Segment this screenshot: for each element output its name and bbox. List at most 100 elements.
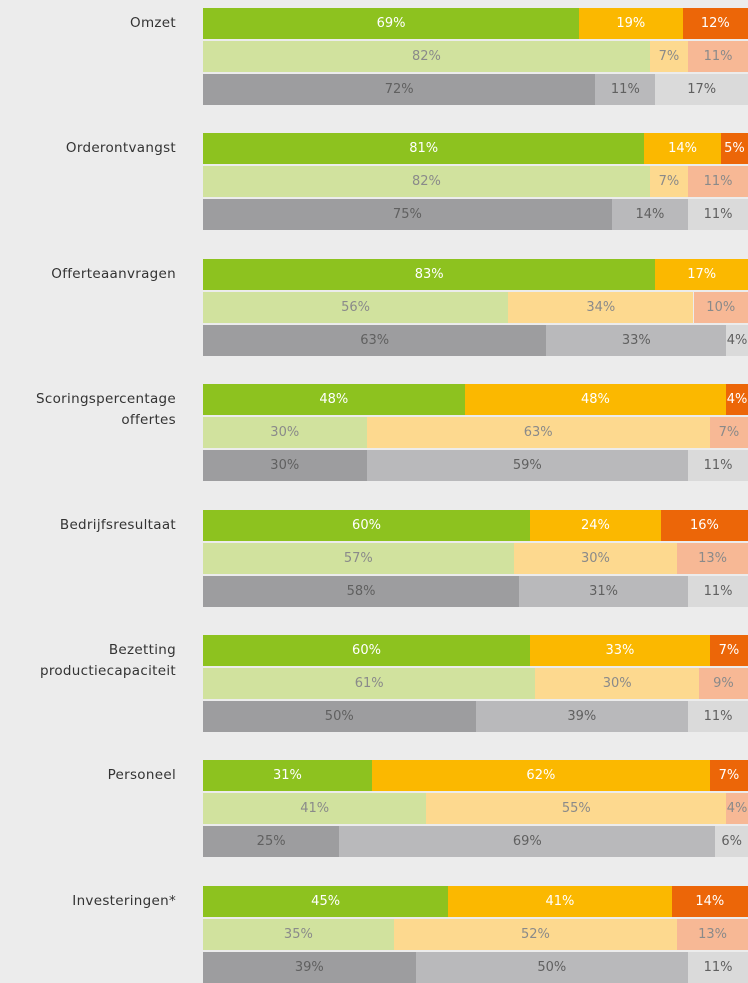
bar-segment: 83% (203, 258, 656, 290)
bar-segment: 57% (203, 542, 514, 574)
value-label: 12% (700, 16, 730, 31)
bar-segment: 30% (203, 450, 367, 482)
bar-segment: 31% (519, 575, 689, 607)
value-label: 82% (411, 174, 441, 190)
value-label: 63% (523, 425, 553, 441)
value-label: 5% (724, 141, 745, 157)
bar-segment: 4% (726, 384, 748, 416)
value-label: 24% (580, 517, 610, 533)
value-label: 11% (703, 709, 733, 724)
value-label: 50% (537, 959, 567, 975)
bar-segment: 60% (203, 509, 530, 541)
value-label: 14% (695, 893, 725, 909)
value-label: 7% (718, 425, 740, 441)
bar-segment: 7% (709, 635, 748, 666)
bar-segment: 4% (726, 793, 748, 825)
value-label: 55% (561, 801, 591, 817)
value-label: 14% (668, 141, 698, 157)
value-label: 11% (703, 959, 733, 975)
bar-segment: 24% (530, 509, 661, 541)
bar-segment: 30% (535, 668, 699, 699)
value-label: 48% (580, 392, 610, 408)
value-label: 7% (718, 643, 740, 658)
bar-segment: 11% (688, 951, 748, 983)
bar-segment: 6% (715, 826, 748, 858)
bar-segment: 11% (688, 41, 748, 72)
bar-segment: 17% (655, 74, 748, 105)
bar-segment: 7% (649, 166, 689, 198)
bar-segment: 5% (720, 133, 748, 165)
bar-segment: 72% (203, 74, 596, 105)
bar-segment: 45% (203, 885, 449, 917)
bar-segment: 11% (688, 450, 748, 482)
value-label: 69% (376, 16, 406, 31)
value-label: 4% (726, 801, 748, 817)
value-label: 48% (319, 392, 349, 408)
bar-segment: 19% (579, 8, 683, 39)
value-label: 10% (706, 299, 736, 315)
bar-segment: 10% (693, 291, 748, 323)
value-label: 13% (698, 550, 728, 566)
bar-segment: 16% (660, 509, 748, 541)
value-label: 31% (589, 583, 619, 599)
bar-segment: 52% (393, 918, 678, 950)
value-label: 41% (545, 893, 575, 909)
value-label: 60% (352, 517, 381, 533)
value-label: 16% (689, 517, 719, 533)
value-label: 11% (610, 82, 640, 97)
bar-segment: 14% (671, 885, 748, 917)
value-label: 52% (520, 926, 550, 942)
value-label: 7% (658, 174, 680, 190)
bar-segment: 14% (611, 199, 689, 231)
bar-segment: 30% (203, 417, 367, 449)
bar-segment: 25% (203, 826, 340, 858)
value-label: 33% (605, 643, 635, 658)
bar-segment: 56% (203, 291, 509, 323)
value-label: 60% (352, 643, 381, 658)
bar-segment: 13% (677, 918, 748, 950)
bar-segment: 30% (513, 542, 678, 574)
value-label: 30% (270, 425, 300, 441)
bar-segment: 14% (644, 133, 721, 165)
value-label: 45% (311, 893, 341, 909)
value-label: 63% (360, 332, 390, 348)
value-label: 82% (411, 49, 441, 64)
value-label: 17% (687, 266, 717, 282)
bar-segment: 82% (203, 166, 650, 198)
bar-segment: 63% (366, 417, 710, 449)
bar-segment: 61% (203, 668, 536, 699)
bar-segment: 41% (448, 885, 672, 917)
bar-segment: 17% (655, 258, 748, 290)
category-label: Offerteaanvragen (51, 265, 176, 282)
value-label: 33% (621, 332, 651, 348)
bar-segment: 33% (530, 635, 710, 666)
bar-segment: 55% (426, 793, 727, 825)
bar-segment: 7% (709, 760, 748, 792)
value-label: 58% (346, 583, 376, 599)
bar-segment: 7% (649, 41, 689, 72)
value-label: 69% (512, 834, 542, 850)
bar-segment: 59% (366, 450, 689, 482)
bar-segment: 50% (415, 951, 689, 983)
bar-segment: 58% (203, 575, 520, 607)
value-label: 11% (703, 49, 733, 64)
category-label: Personeel (107, 767, 176, 784)
category-label: Investeringen* (72, 892, 176, 909)
category-label: Bezetting productiecapaciteit (39, 642, 176, 679)
value-label: 4% (726, 332, 748, 348)
value-label: 19% (616, 16, 646, 31)
value-label: 34% (586, 299, 616, 315)
bar-segment: 4% (726, 324, 748, 356)
value-label: 7% (718, 768, 740, 784)
bar-segment: 11% (688, 199, 748, 231)
value-label: 14% (635, 207, 665, 223)
value-label: 56% (341, 299, 371, 315)
value-label: 25% (256, 834, 286, 850)
bar-segment: 48% (464, 384, 727, 416)
value-label: 6% (721, 834, 742, 850)
category-label: Orderontvangst (65, 140, 176, 157)
bar-segment: 11% (595, 74, 656, 105)
value-label: 4% (726, 392, 748, 408)
bar-segment: 39% (203, 951, 416, 983)
bar-segment: 50% (203, 701, 476, 732)
